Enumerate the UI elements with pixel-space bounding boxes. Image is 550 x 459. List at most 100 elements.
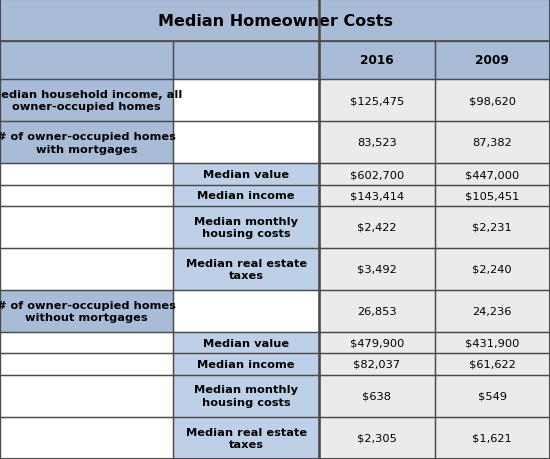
Bar bbox=[173, 354, 319, 375]
Bar bbox=[173, 206, 319, 248]
Bar bbox=[173, 417, 319, 459]
Bar bbox=[434, 42, 550, 80]
Bar bbox=[434, 122, 550, 164]
Bar bbox=[173, 291, 319, 333]
Text: Median value: Median value bbox=[203, 170, 289, 179]
Bar bbox=[319, 291, 435, 333]
Text: 24,236: 24,236 bbox=[472, 307, 512, 317]
Bar bbox=[434, 164, 550, 185]
Bar bbox=[319, 185, 435, 206]
Bar bbox=[173, 333, 319, 354]
Bar bbox=[0, 164, 173, 185]
Text: 2009: 2009 bbox=[475, 54, 509, 67]
Text: 87,382: 87,382 bbox=[472, 138, 512, 148]
Bar bbox=[173, 375, 319, 417]
Text: Median real estate
taxes: Median real estate taxes bbox=[185, 427, 307, 449]
Text: $98,620: $98,620 bbox=[469, 96, 516, 106]
Text: 26,853: 26,853 bbox=[357, 307, 397, 317]
Text: # of owner-occupied homes
without mortgages: # of owner-occupied homes without mortga… bbox=[0, 300, 176, 323]
Text: # of owner-occupied homes
with mortgages: # of owner-occupied homes with mortgages bbox=[0, 132, 176, 154]
Bar bbox=[434, 354, 550, 375]
Bar bbox=[173, 164, 319, 185]
Bar bbox=[0, 354, 173, 375]
Bar bbox=[0, 248, 173, 291]
Bar bbox=[0, 333, 173, 354]
Bar bbox=[173, 80, 319, 122]
Bar bbox=[0, 417, 173, 459]
Bar bbox=[434, 375, 550, 417]
Bar bbox=[319, 333, 435, 354]
Bar bbox=[0, 248, 173, 291]
Bar bbox=[0, 291, 173, 333]
Text: Median Homeowner Costs: Median Homeowner Costs bbox=[157, 13, 393, 28]
Bar bbox=[319, 375, 435, 417]
Bar bbox=[434, 291, 550, 333]
Bar bbox=[319, 42, 435, 80]
Bar bbox=[434, 206, 550, 248]
Text: $82,037: $82,037 bbox=[353, 359, 400, 369]
Text: Median real estate
taxes: Median real estate taxes bbox=[185, 258, 307, 280]
Text: $61,622: $61,622 bbox=[469, 359, 516, 369]
Bar bbox=[434, 185, 550, 206]
Text: $125,475: $125,475 bbox=[350, 96, 404, 106]
Bar bbox=[173, 248, 319, 291]
Bar bbox=[319, 333, 435, 354]
Bar bbox=[173, 417, 319, 459]
Bar bbox=[434, 248, 550, 291]
Text: Median monthly
housing costs: Median monthly housing costs bbox=[194, 385, 298, 407]
Bar bbox=[0, 206, 173, 248]
Bar bbox=[319, 417, 435, 459]
Bar bbox=[0, 375, 173, 417]
Bar bbox=[0, 206, 173, 248]
Bar bbox=[319, 80, 435, 122]
Text: Median income: Median income bbox=[197, 359, 295, 369]
Text: Median monthly
housing costs: Median monthly housing costs bbox=[194, 216, 298, 239]
Bar bbox=[434, 206, 550, 248]
Bar bbox=[434, 185, 550, 206]
Bar bbox=[319, 164, 435, 185]
Bar bbox=[0, 417, 173, 459]
Bar bbox=[173, 354, 319, 375]
Bar bbox=[434, 291, 550, 333]
Bar bbox=[319, 80, 435, 122]
Bar bbox=[0, 291, 173, 333]
Bar bbox=[0, 333, 173, 354]
Text: $602,700: $602,700 bbox=[350, 170, 404, 179]
Text: $479,900: $479,900 bbox=[350, 338, 404, 348]
Text: $2,422: $2,422 bbox=[357, 222, 397, 232]
Bar bbox=[173, 122, 319, 164]
Bar bbox=[173, 42, 319, 80]
Text: 83,523: 83,523 bbox=[357, 138, 397, 148]
Text: $638: $638 bbox=[362, 391, 391, 401]
Bar bbox=[434, 354, 550, 375]
Bar bbox=[434, 42, 550, 80]
Bar bbox=[319, 354, 435, 375]
Text: $2,231: $2,231 bbox=[472, 222, 512, 232]
Bar bbox=[434, 248, 550, 291]
Text: $2,305: $2,305 bbox=[357, 433, 397, 443]
Bar bbox=[319, 354, 435, 375]
Bar bbox=[319, 248, 435, 291]
Bar bbox=[434, 375, 550, 417]
Bar bbox=[434, 122, 550, 164]
Bar bbox=[0, 42, 173, 80]
Bar bbox=[319, 248, 435, 291]
Text: $431,900: $431,900 bbox=[465, 338, 519, 348]
Bar bbox=[0, 0, 550, 42]
Bar bbox=[319, 164, 435, 185]
Text: $1,621: $1,621 bbox=[472, 433, 512, 443]
Text: $3,492: $3,492 bbox=[357, 264, 397, 274]
Bar bbox=[173, 206, 319, 248]
Bar bbox=[173, 375, 319, 417]
Bar bbox=[0, 122, 173, 164]
Text: $143,414: $143,414 bbox=[350, 190, 404, 201]
Bar bbox=[0, 185, 173, 206]
Bar bbox=[0, 375, 173, 417]
Bar bbox=[434, 333, 550, 354]
Bar bbox=[173, 42, 319, 80]
Bar bbox=[319, 122, 435, 164]
Bar bbox=[434, 417, 550, 459]
Bar bbox=[0, 80, 173, 122]
Text: Median household income, all
owner-occupied homes: Median household income, all owner-occup… bbox=[0, 90, 183, 112]
Text: Median income: Median income bbox=[197, 190, 295, 201]
